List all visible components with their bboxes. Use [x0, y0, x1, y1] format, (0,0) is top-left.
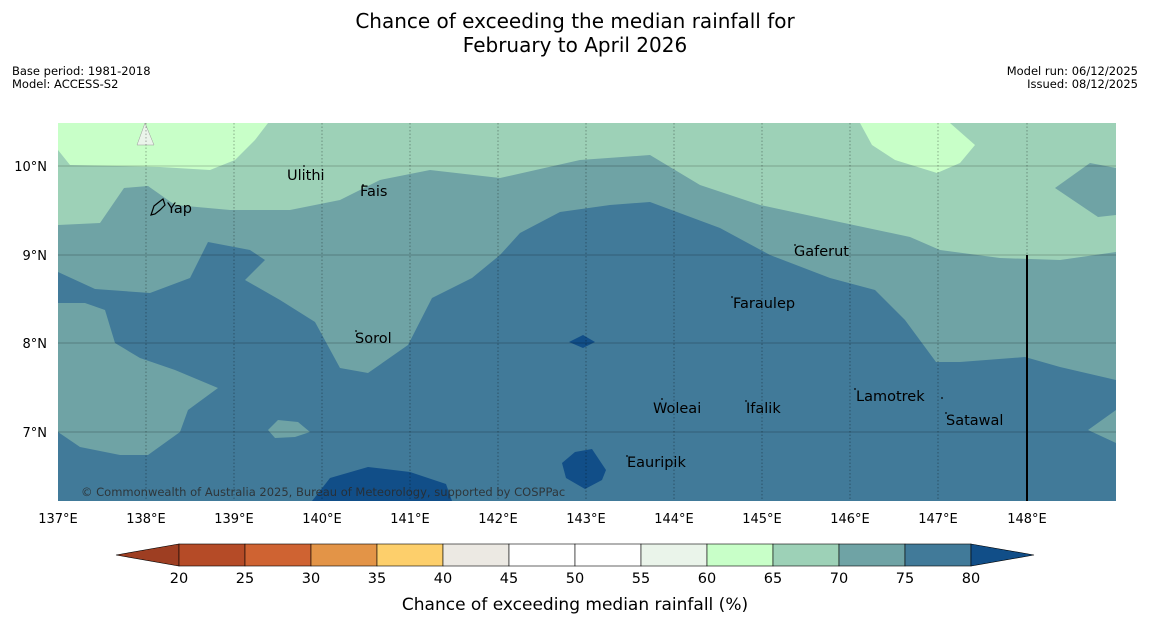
colorbar-tick: 80	[962, 571, 980, 587]
yap-island-outline	[150, 198, 166, 216]
colorbar-title: Chance of exceeding median rainfall (%)	[402, 595, 748, 615]
colorbar-bin-30-35	[310, 543, 378, 567]
island-markers	[303, 165, 947, 457]
place-ulithi: Ulithi	[287, 168, 325, 184]
place-fais: Fais	[360, 184, 387, 200]
meta-left: Base period: 1981-2018 Model: ACCESS-S2	[12, 65, 151, 91]
title-line-1: Chance of exceeding the median rainfall …	[355, 9, 795, 33]
colorbar-bin-65-70	[772, 543, 840, 567]
x-tick: 146°E	[830, 512, 870, 527]
y-tick: 8°N	[23, 337, 48, 352]
model-name: Model: ACCESS-S2	[12, 77, 119, 91]
region-70-75-east-patch	[1055, 163, 1116, 217]
colorbar-tick: 30	[302, 571, 320, 587]
x-tick: 140°E	[302, 512, 342, 527]
x-axis-ticks: 137°E 138°E 139°E 140°E 141°E 142°E 143°…	[38, 512, 1047, 527]
region-75-80	[58, 202, 1116, 501]
region-above-80-small	[569, 335, 595, 348]
colorbar-tick: 35	[368, 571, 386, 587]
y-tick: 7°N	[23, 426, 48, 441]
chart-title: Chance of exceeding the median rainfall …	[0, 9, 1150, 57]
colorbar-bin-20-25	[178, 543, 246, 567]
colorbar-tick: 45	[500, 571, 518, 587]
x-tick: 144°E	[654, 512, 694, 527]
issued-date: Issued: 08/12/2025	[1027, 77, 1138, 91]
place-ifalik: Ifalik	[746, 401, 781, 417]
x-tick: 141°E	[390, 512, 430, 527]
colorbar-tick: 65	[764, 571, 782, 587]
colorbar-tick: 25	[236, 571, 254, 587]
region-55-60-spot	[136, 123, 155, 146]
model-run: Model run: 06/12/2025	[1006, 64, 1138, 78]
y-axis-ticks: 10°N 9°N 8°N 7°N	[14, 160, 47, 441]
y-tick: 9°N	[23, 249, 48, 264]
x-tick: 142°E	[478, 512, 518, 527]
base-period: Base period: 1981-2018	[12, 64, 151, 78]
colorbar-tick: 60	[698, 571, 716, 587]
place-yap: Yap	[166, 201, 192, 217]
colorbar-bin-40-45	[442, 543, 510, 567]
title-line-2: February to April 2026	[462, 33, 688, 57]
place-lamotrek: Lamotrek	[856, 389, 925, 405]
copyright-notice: © Commonwealth of Australia 2025, Bureau…	[81, 485, 565, 499]
latitude-lines	[58, 165, 1116, 433]
place-eauripik: Eauripik	[627, 455, 686, 471]
colorbar-bin-50-55	[574, 543, 642, 567]
colorbar-bin-45-50	[508, 543, 576, 567]
region-70-75-islet	[268, 420, 310, 438]
place-faraulep: Faraulep	[733, 296, 795, 312]
colorbar-bin-35-40	[376, 543, 444, 567]
place-labels: Ulithi Fais Yap Gaferut Faraulep Sorol L…	[166, 168, 1003, 471]
colorbar-tick: 40	[434, 571, 452, 587]
colorbar-tick: 70	[830, 571, 848, 587]
place-sorol: Sorol	[355, 331, 392, 347]
x-tick: 145°E	[742, 512, 782, 527]
region-above-80-eauripik	[562, 449, 606, 489]
colorbar-bin-60-65	[706, 543, 774, 567]
colorbar-extend-high	[970, 543, 1035, 567]
region-60-65-east	[860, 123, 975, 173]
rainfall-probability-map: Ulithi Fais Yap Gaferut Faraulep Sorol L…	[58, 123, 1116, 501]
place-gaferut: Gaferut	[794, 244, 849, 260]
colorbar-tick: 50	[566, 571, 584, 587]
meta-right: Model run: 06/12/2025 Issued: 08/12/2025	[1007, 65, 1138, 91]
colorbar	[115, 543, 1035, 567]
place-woleai: Woleai	[653, 401, 701, 417]
colorbar-tick: 75	[896, 571, 914, 587]
x-tick: 138°E	[126, 512, 166, 527]
place-satawal: Satawal	[946, 413, 1003, 429]
y-tick: 10°N	[14, 160, 47, 175]
colorbar-ticks: 20 25 30 35 40 45 50 55 60 65 70 75 80	[170, 571, 980, 587]
region-60-65-west	[58, 123, 268, 170]
x-tick: 139°E	[214, 512, 254, 527]
colorbar-tick: 55	[632, 571, 650, 587]
region-above-80-south	[312, 467, 452, 501]
colorbar-bin-25-30	[244, 543, 312, 567]
colorbar-tick: 20	[170, 571, 188, 587]
x-tick: 148°E	[1007, 512, 1047, 527]
colorbar-bin-75-80	[904, 543, 972, 567]
x-tick: 143°E	[566, 512, 606, 527]
colorbar-bin-55-60	[640, 543, 708, 567]
x-tick: 147°E	[918, 512, 958, 527]
x-tick: 137°E	[38, 512, 78, 527]
colorbar-extend-low	[115, 543, 180, 567]
colorbar-bin-70-75	[838, 543, 906, 567]
